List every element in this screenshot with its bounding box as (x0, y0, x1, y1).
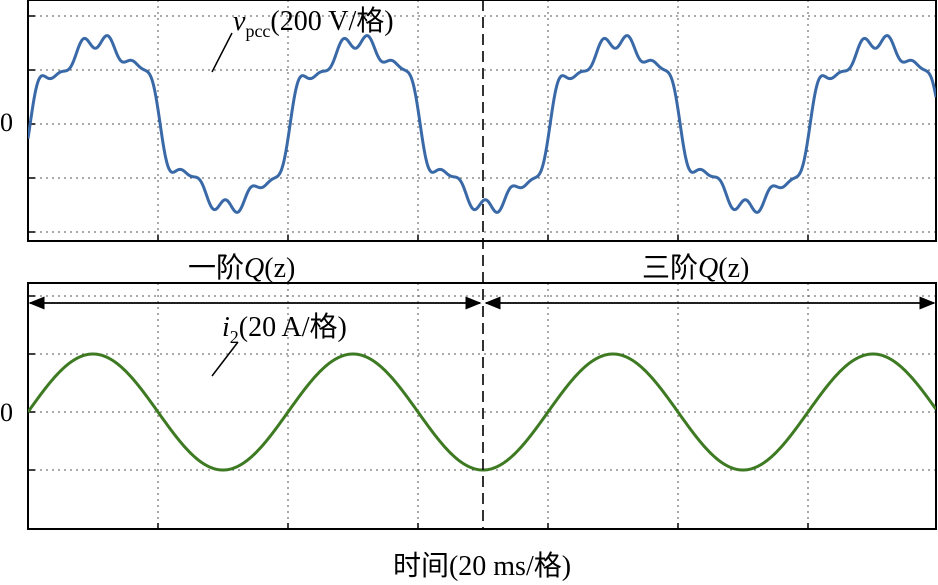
x-axis-label: 时间(20 ms/格) (393, 550, 571, 582)
right-mode-label: 三阶Q(z) (642, 252, 749, 284)
top-zero-label: 0 (0, 108, 13, 137)
i2-leader-line (211, 341, 239, 377)
top-panel: 0 vpcc(200 V/格) (0, 0, 937, 242)
bottom-grid (28, 283, 936, 529)
i2-series-label: i2(20 A/格) (222, 311, 347, 347)
left-mode-label: 一阶Q(z) (188, 252, 295, 284)
vpcc-series-label: vpcc(200 V/格) (233, 5, 394, 41)
vpcc-leader-line (211, 32, 233, 73)
top-grid (28, 0, 936, 241)
top-panel-frame (27, 0, 937, 242)
top-axis-ticks (28, 15, 809, 241)
vpcc-waveform (28, 34, 936, 214)
bottom-panel-frame (27, 282, 937, 530)
bottom-zero-label: 0 (0, 398, 13, 427)
bottom-panel: 0 i2(20 A/格) (0, 282, 937, 530)
i2-waveform (28, 352, 936, 472)
